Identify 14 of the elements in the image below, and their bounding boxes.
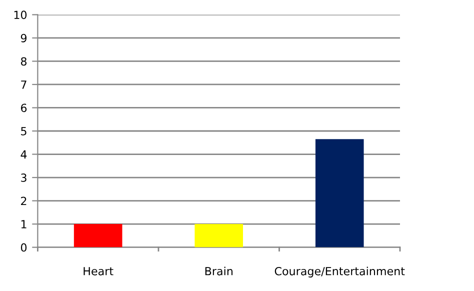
- y-tick-label: 4: [20, 150, 27, 158]
- y-tick-label: 7: [21, 80, 26, 89]
- y-tick-label: 9: [20, 34, 26, 42]
- x-tick-label: Brain: [205, 266, 232, 276]
- y-tick-label: 5: [21, 127, 26, 136]
- y-tick-label: 2: [21, 196, 26, 205]
- y-tick-label: 0: [20, 243, 27, 252]
- y-tick-label: 1: [21, 220, 26, 228]
- x-tick-label: Courage/Entertainment: [274, 266, 405, 278]
- y-tick-label: 3: [21, 173, 26, 182]
- x-tick-label: Heart: [84, 267, 114, 276]
- y-tick-label: 8: [20, 57, 27, 66]
- y-tick-label: 6: [20, 104, 27, 112]
- y-tick-label: 10: [14, 10, 27, 20]
